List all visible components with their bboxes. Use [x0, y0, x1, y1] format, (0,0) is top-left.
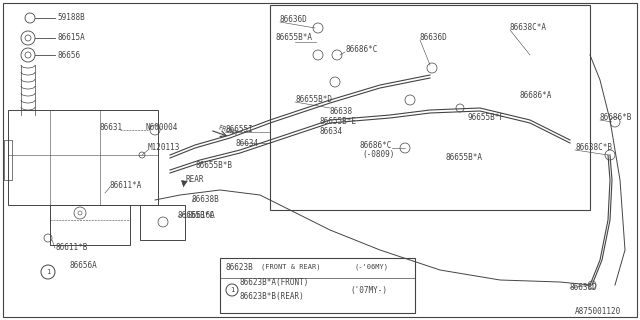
Text: REAR: REAR	[185, 175, 204, 185]
Text: 86623B: 86623B	[225, 262, 253, 271]
Text: 86655B*B: 86655B*B	[195, 161, 232, 170]
Text: 86655B*C: 86655B*C	[178, 211, 215, 220]
Text: 86686*A: 86686*A	[520, 91, 552, 100]
Text: 1: 1	[46, 269, 50, 275]
Text: 86655B*A: 86655B*A	[276, 34, 313, 43]
Text: 86686*C: 86686*C	[345, 45, 378, 54]
Text: 86634: 86634	[320, 127, 343, 137]
Bar	[270, 5, 590, 210]
Text: 86638B: 86638B	[192, 196, 220, 204]
Text: 86655B*D: 86655B*D	[295, 95, 332, 105]
Text: N600004: N600004	[145, 124, 177, 132]
Text: A875001120: A875001120	[575, 308, 621, 316]
Text: 86616A: 86616A	[188, 211, 216, 220]
Text: 86655B*E: 86655B*E	[320, 117, 357, 126]
Text: 86638: 86638	[330, 108, 353, 116]
Text: 86656: 86656	[57, 51, 80, 60]
Text: 86615A: 86615A	[57, 34, 84, 43]
Bar	[140, 205, 185, 240]
Text: 86623B*B(REAR): 86623B*B(REAR)	[240, 292, 305, 300]
Bar	[8, 110, 158, 205]
Text: (FRONT & REAR): (FRONT & REAR)	[261, 264, 321, 270]
Bar	[50, 205, 130, 245]
Text: 86611*B: 86611*B	[55, 244, 88, 252]
Text: 1: 1	[230, 287, 234, 293]
Text: 86686*B: 86686*B	[600, 114, 632, 123]
Text: 86655I: 86655I	[225, 125, 253, 134]
Bar	[220, 258, 415, 313]
Bar	[4, 140, 12, 180]
Text: 86656A: 86656A	[70, 260, 98, 269]
Text: (-0809): (-0809)	[362, 150, 394, 159]
Text: M120113: M120113	[148, 143, 180, 153]
Text: 86638D: 86638D	[570, 284, 598, 292]
Text: 59188B: 59188B	[57, 13, 84, 22]
Text: 86623B*A(FRONT): 86623B*A(FRONT)	[240, 278, 309, 287]
Text: 86655B*A: 86655B*A	[445, 154, 482, 163]
Text: 96655B*F: 96655B*F	[468, 114, 505, 123]
Text: 86611*A: 86611*A	[110, 180, 142, 189]
Text: 86686*C: 86686*C	[360, 140, 392, 149]
Text: (-'06MY): (-'06MY)	[355, 264, 389, 270]
Circle shape	[226, 284, 238, 296]
Text: 86638C*A: 86638C*A	[510, 23, 547, 33]
Text: 86636D: 86636D	[420, 34, 448, 43]
Text: FRONT: FRONT	[217, 124, 239, 137]
Text: 86636D: 86636D	[280, 15, 308, 25]
Circle shape	[41, 265, 55, 279]
Text: 86634: 86634	[235, 139, 258, 148]
Text: 86638C*B: 86638C*B	[575, 143, 612, 153]
Text: ('07MY-): ('07MY-)	[350, 285, 387, 294]
Text: 86631: 86631	[100, 124, 123, 132]
